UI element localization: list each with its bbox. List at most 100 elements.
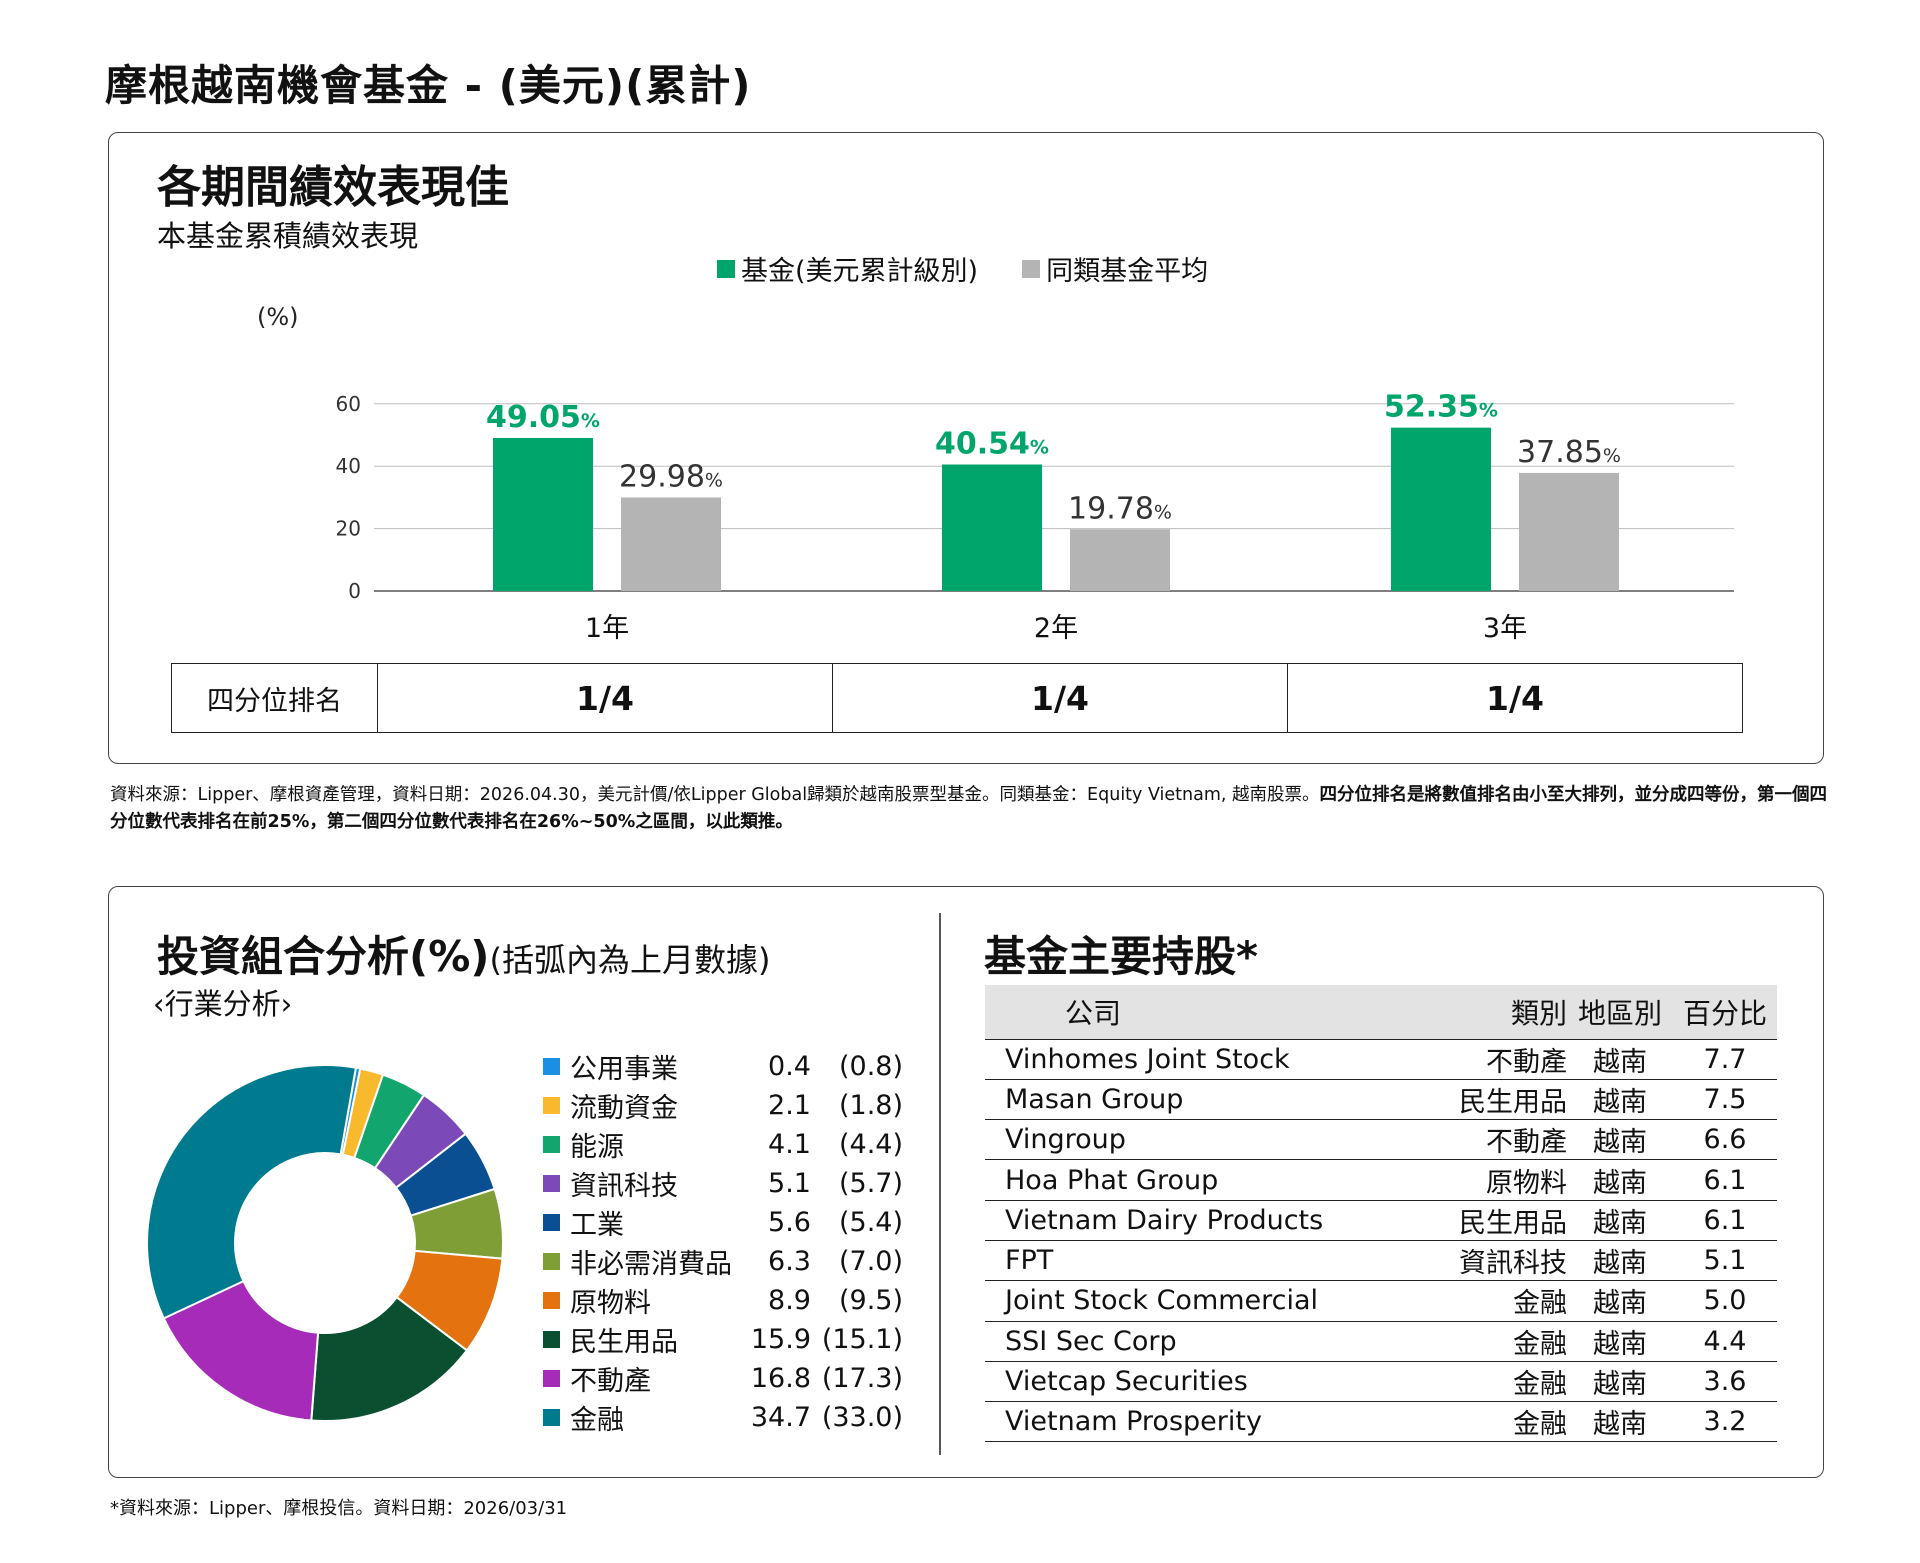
sector-swatch — [543, 1175, 560, 1192]
sector-prev-value: (33.0) — [821, 1402, 903, 1433]
quartile-value-3y: 1/4 — [1287, 664, 1742, 732]
sector-value: 16.8 — [750, 1363, 811, 1394]
portfolio-heading-sub: (括弧內為上月數據) — [489, 941, 771, 979]
chart-legend: 基金(美元累計級別) 同類基金平均 — [717, 249, 1208, 288]
sector-swatch — [543, 1370, 560, 1387]
holding-percent: 6.6 — [1673, 1119, 1777, 1161]
sector-value: 0.4 — [768, 1051, 811, 1082]
performance-panel: 各期間績效表現佳 本基金累積績效表現 基金(美元累計級別) 同類基金平均 (%)… — [108, 132, 1824, 764]
bar-fund — [1391, 427, 1491, 591]
holding-category: 金融 — [1427, 1280, 1567, 1322]
holding-row: Vingroup 不動產 越南 6.6 — [985, 1119, 1777, 1161]
sector-swatch — [543, 1097, 560, 1114]
holding-category: 資訊科技 — [1427, 1240, 1567, 1282]
sector-prev-value: (5.4) — [838, 1207, 903, 1238]
sector-donut-chart — [146, 1064, 504, 1422]
sector-row: 原物料 8.9 (9.5) — [543, 1281, 903, 1320]
sector-name: 公用事業 — [570, 1054, 678, 1085]
holding-company: SSI Sec Corp — [985, 1321, 1427, 1362]
holding-category: 金融 — [1427, 1361, 1567, 1403]
holdings-header-row: 公司 類別 地區別 百分比 — [985, 985, 1777, 1039]
sector-name: 原物料 — [570, 1288, 651, 1319]
holding-category: 不動產 — [1427, 1038, 1567, 1080]
bar-peer — [1070, 529, 1170, 591]
holding-region: 越南 — [1567, 1200, 1673, 1241]
sector-row: 公用事業 0.4 (0.8) — [543, 1047, 903, 1086]
holding-company: Hoa Phat Group — [985, 1159, 1427, 1201]
sector-prev-value: (9.5) — [838, 1285, 903, 1316]
bar-value-label: 29.98% — [619, 459, 723, 494]
holding-row: Vinhomes Joint Stock 不動產 越南 7.7 — [985, 1038, 1777, 1080]
y-tick-label: 60 — [336, 392, 361, 416]
legend-swatch-peer — [1022, 259, 1041, 278]
bar-value-label: 49.05% — [486, 400, 600, 435]
bar-peer — [1519, 472, 1619, 591]
holding-company: Joint Stock Commercial — [985, 1280, 1427, 1322]
holding-row: FPT 資訊科技 越南 5.1 — [985, 1240, 1777, 1282]
quartile-value-2y: 1/4 — [832, 664, 1287, 732]
legend-swatch-fund — [717, 259, 735, 278]
col-region: 地區別 — [1567, 985, 1673, 1039]
sector-swatch — [543, 1409, 560, 1426]
y-tick-label: 20 — [336, 517, 361, 541]
legend-item-fund: 基金(美元累計級別) — [717, 249, 978, 288]
x-tick-label: 3年 — [1483, 613, 1527, 644]
sector-value: 8.9 — [768, 1285, 811, 1316]
holding-category: 民生用品 — [1427, 1200, 1567, 1241]
holdings-table: 公司 類別 地區別 百分比 Vinhomes Joint Stock 不動產 越南 7… — [985, 985, 1777, 1443]
performance-subheading: 本基金累積績效表現 — [157, 219, 419, 253]
sector-name: 民生用品 — [570, 1327, 678, 1358]
y-tick-label: 40 — [336, 454, 361, 478]
holding-row: SSI Sec Corp 金融 越南 4.4 — [985, 1321, 1777, 1362]
sector-name: 工業 — [570, 1210, 624, 1241]
portfolio-panel: 投資組合分析(%)(括弧內為上月數據) ‹行業分析› 公用事業 0.4 (0.8) 流… — [108, 886, 1824, 1478]
holding-row: Hoa Phat Group 原物料 越南 6.1 — [985, 1159, 1777, 1201]
holding-row: Masan Group 民生用品 越南 7.5 — [985, 1079, 1777, 1121]
sector-name: 能源 — [570, 1132, 624, 1163]
sector-prev-value: (1.8) — [838, 1090, 903, 1121]
x-tick-label: 1年 — [585, 613, 629, 644]
legend-item-peer: 同類基金平均 — [1022, 249, 1208, 288]
sector-prev-value: (7.0) — [838, 1246, 903, 1277]
sector-row: 金融 34.7 (33.0) — [543, 1398, 903, 1437]
sector-swatch — [543, 1253, 560, 1270]
sector-prev-value: (5.7) — [838, 1168, 903, 1199]
holding-region: 越南 — [1567, 1079, 1673, 1121]
bar-fund — [942, 464, 1042, 591]
sector-row: 不動產 16.8 (17.3) — [543, 1359, 903, 1398]
holding-row: Joint Stock Commercial 金融 越南 5.0 — [985, 1280, 1777, 1322]
holding-region: 越南 — [1567, 1240, 1673, 1282]
sector-swatch — [543, 1136, 560, 1153]
sector-value: 5.1 — [768, 1168, 811, 1199]
holding-company: Vietnam Prosperity — [985, 1401, 1427, 1443]
col-company: 公司 — [985, 985, 1427, 1039]
x-tick-label: 2年 — [1034, 613, 1078, 644]
bar-value-label: 19.78% — [1068, 491, 1172, 526]
legend-label-peer: 同類基金平均 — [1046, 256, 1209, 287]
holdings-heading: 基金主要持股* — [984, 932, 1258, 981]
holding-region: 越南 — [1567, 1038, 1673, 1080]
holding-percent: 4.4 — [1673, 1321, 1777, 1362]
sector-swatch — [543, 1058, 560, 1075]
quartile-label: 四分位排名 — [207, 685, 342, 717]
sector-name: 金融 — [570, 1405, 624, 1436]
holding-row: Vietnam Dairy Products 民生用品 越南 6.1 — [985, 1200, 1777, 1241]
col-percent: 百分比 — [1673, 985, 1777, 1039]
sector-name: 流動資金 — [570, 1093, 678, 1124]
holding-region: 越南 — [1567, 1119, 1673, 1161]
holding-percent: 6.1 — [1673, 1159, 1777, 1201]
holding-row: Vietcap Securities 金融 越南 3.6 — [985, 1361, 1777, 1403]
sector-prev-value: (0.8) — [838, 1051, 903, 1082]
holding-category: 民生用品 — [1427, 1079, 1567, 1121]
sector-swatch — [543, 1331, 560, 1348]
holding-region: 越南 — [1567, 1401, 1673, 1443]
holding-company: Vietnam Dairy Products — [985, 1200, 1427, 1241]
sector-value: 6.3 — [768, 1246, 811, 1277]
source-note: 資料來源：Lipper、摩根資產管理，資料日期：2026.04.30，美元計價/… — [110, 782, 1828, 836]
source-note-text: 資料來源：Lipper、摩根資產管理，資料日期：2026.04.30，美元計價/… — [110, 785, 1320, 805]
sector-row: 資訊科技 5.1 (5.7) — [543, 1164, 903, 1203]
holding-percent: 5.0 — [1673, 1280, 1777, 1322]
holding-percent: 3.6 — [1673, 1361, 1777, 1403]
bar-value-label: 52.35% — [1384, 390, 1498, 425]
sector-row: 流動資金 2.1 (1.8) — [543, 1086, 903, 1125]
